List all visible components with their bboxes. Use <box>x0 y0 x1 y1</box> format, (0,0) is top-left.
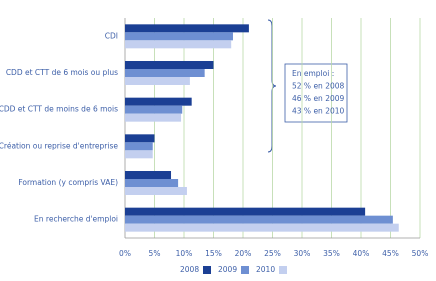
x-tick-label: 30% <box>294 249 311 258</box>
x-tick-label: 50% <box>412 249 429 258</box>
category-label: CDD et CTT de 6 mois ou plus <box>6 68 118 77</box>
bar <box>125 134 155 143</box>
legend-swatch <box>279 266 287 274</box>
x-tick-label: 0% <box>119 249 131 258</box>
bar <box>125 150 153 159</box>
x-tick-label: 10% <box>176 249 193 258</box>
bar <box>125 97 192 106</box>
x-tick-label: 15% <box>205 249 222 258</box>
legend-label: 2010 <box>256 265 275 274</box>
legend-label: 2008 <box>180 265 199 274</box>
annotation-text: 52 % en 2008 <box>292 82 345 91</box>
bar <box>125 171 172 179</box>
bar <box>125 69 205 77</box>
legend-swatch <box>241 266 249 274</box>
legend-swatch <box>203 266 211 274</box>
legend-label: 2009 <box>218 265 237 274</box>
x-tick-label: 45% <box>382 249 399 258</box>
bar <box>125 61 214 69</box>
bar <box>125 207 366 216</box>
x-tick-label: 25% <box>264 249 281 258</box>
category-label: Création ou reprise d'entreprise <box>0 141 118 150</box>
category-label: Formation (y compris VAE) <box>18 178 118 187</box>
category-label: CDD et CTT de moins de 6 mois <box>0 105 118 114</box>
category-label: En recherche d'emploi <box>34 215 118 224</box>
x-tick-label: 20% <box>235 249 252 258</box>
x-tick-label: 5% <box>149 249 161 258</box>
bar <box>125 40 232 49</box>
annotation-box <box>284 63 348 123</box>
bar <box>125 142 153 151</box>
bar <box>125 113 182 122</box>
bar <box>125 32 233 41</box>
x-tick-label: 40% <box>353 249 370 258</box>
bar <box>125 187 187 195</box>
annotation <box>267 19 348 153</box>
brace <box>267 19 277 153</box>
bar <box>125 105 183 114</box>
annotation-text: 46 % en 2009 <box>292 94 345 103</box>
bar <box>125 179 179 187</box>
bar <box>125 215 393 224</box>
bar <box>125 24 249 33</box>
annotation-text: 43 % en 2010 <box>292 107 345 116</box>
x-tick-label: 35% <box>323 249 340 258</box>
category-label: CDI <box>105 31 118 40</box>
annotation-text: En emploi : <box>292 69 334 78</box>
bar <box>125 77 190 85</box>
bar <box>125 223 399 232</box>
